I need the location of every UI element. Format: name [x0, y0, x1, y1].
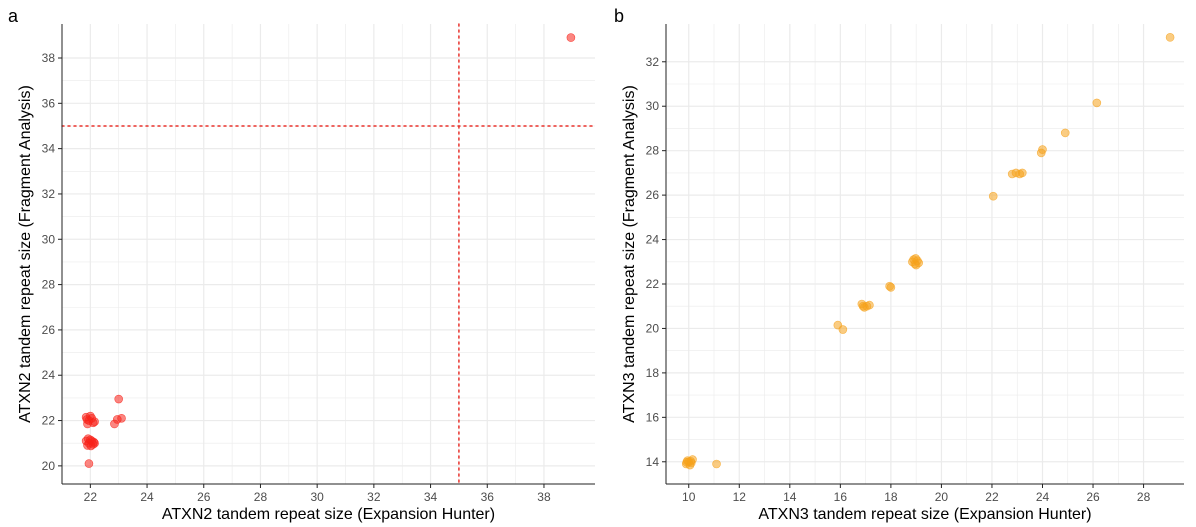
x-axis-title: ATXN2 tandem repeat size (Expansion Hunt… — [162, 506, 495, 523]
y-tick-label: 32 — [646, 55, 660, 69]
x-tick-label: 28 — [254, 490, 268, 504]
y-tick-label: 14 — [646, 455, 660, 469]
x-tick-label: 28 — [1137, 490, 1151, 504]
y-tick-label: 32 — [42, 187, 56, 201]
data-point — [83, 434, 93, 443]
x-tick-label: 32 — [367, 490, 381, 504]
data-point — [1038, 145, 1047, 154]
x-tick-label: 34 — [424, 490, 438, 504]
x-tick-label: 20 — [935, 490, 949, 504]
y-tick-label: 22 — [646, 277, 660, 291]
y-tick-label: 28 — [42, 278, 56, 292]
y-tick-label: 22 — [42, 414, 56, 428]
x-tick-label: 36 — [481, 490, 495, 504]
y-tick-label: 36 — [42, 96, 56, 110]
data-point — [117, 413, 126, 423]
x-tick-label: 18 — [884, 490, 898, 504]
data-point — [1017, 168, 1027, 178]
x-axis-title: ATXN3 tandem repeat size (Expansion Hunt… — [758, 506, 1091, 523]
data-point — [1092, 98, 1102, 108]
x-tick-label: 24 — [140, 490, 154, 504]
y-tick-label: 20 — [42, 459, 56, 473]
x-tick-label: 14 — [783, 490, 797, 504]
y-tick-label: 30 — [646, 99, 660, 113]
y-tick-label: 16 — [646, 410, 660, 424]
data-point — [86, 441, 96, 451]
data-point — [886, 283, 896, 292]
scatter-plot-atxn2: 22 24 26 28 30 32 34 36 38 20 22 24 26 28 30 32 34 36 38 AT… — [17, 23, 596, 523]
y-tick-label: 38 — [42, 51, 56, 65]
y-tick-label: 24 — [646, 233, 660, 247]
data-point — [82, 415, 92, 424]
data-point — [566, 33, 576, 42]
data-point — [858, 301, 868, 311]
data-point — [1165, 33, 1175, 42]
y-tick-label: 28 — [646, 144, 660, 158]
data-point — [712, 459, 721, 469]
panel-a-label: a — [8, 6, 19, 26]
panel-b-label: b — [614, 6, 624, 26]
x-tick-label: 12 — [733, 490, 747, 504]
data-point — [84, 459, 94, 468]
y-axis-title: ATXN3 tandem repeat size (Fragment Analy… — [621, 85, 638, 423]
y-tick-label: 26 — [42, 323, 56, 337]
x-tick-label: 10 — [682, 490, 696, 504]
y-tick-label: 26 — [646, 188, 660, 202]
data-point — [1060, 128, 1070, 138]
data-point — [114, 394, 124, 404]
x-tick-label: 38 — [537, 490, 551, 504]
x-tick-label: 30 — [310, 490, 324, 504]
x-tick-label: 24 — [1036, 490, 1050, 504]
data-point — [838, 325, 848, 334]
y-tick-label: 18 — [646, 366, 660, 380]
x-tick-label: 26 — [1086, 490, 1100, 504]
scatter-plot-atxn3: 10 12 14 16 18 20 22 24 26 28 14 16 18 20 22 24 26 28 30 32… — [621, 24, 1184, 523]
y-tick-label: 24 — [42, 368, 56, 382]
x-tick-label: 22 — [84, 490, 98, 504]
y-tick-label: 20 — [646, 321, 660, 335]
y-axis-title: ATXN2 tandem repeat size (Fragment Analy… — [17, 85, 34, 423]
data-point — [686, 457, 696, 466]
x-tick-label: 26 — [197, 490, 211, 504]
data-point — [988, 191, 998, 201]
x-tick-label: 22 — [985, 490, 999, 504]
data-point — [911, 254, 920, 263]
y-tick-label: 34 — [42, 142, 56, 156]
y-tick-label: 30 — [42, 232, 56, 246]
x-tick-label: 16 — [834, 490, 848, 504]
